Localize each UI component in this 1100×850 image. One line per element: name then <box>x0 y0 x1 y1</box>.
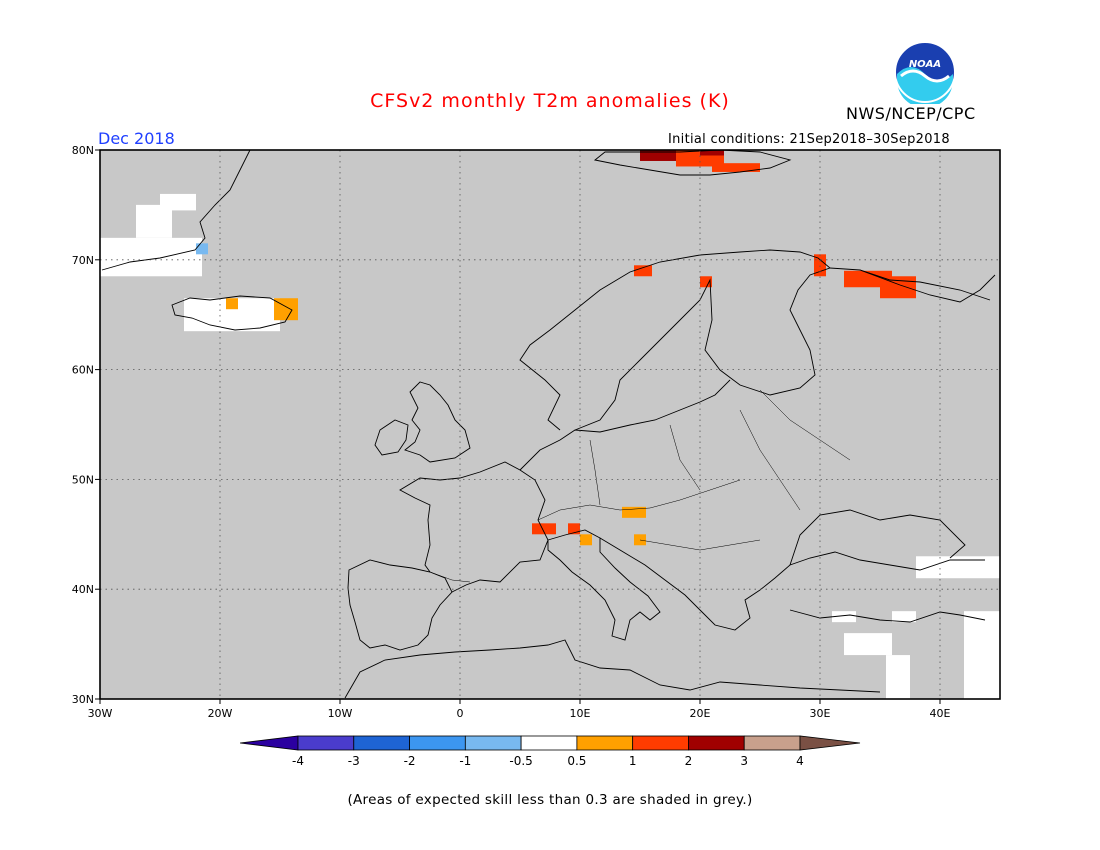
coastline-north-africa <box>344 639 881 699</box>
legend-swatch-low-end <box>240 735 299 751</box>
anomaly-cell <box>532 523 556 535</box>
coastline-france <box>399 461 549 593</box>
neutral-cell <box>886 655 910 699</box>
lat-tick-label: 70N <box>72 254 94 267</box>
anomaly-cell <box>274 298 298 321</box>
initial-conditions: Initial conditions: 21Sep2018–30Sep2018 <box>668 132 950 147</box>
anomaly-cell <box>622 506 646 518</box>
neutral-cell <box>964 611 1000 699</box>
border-balkans <box>639 539 761 551</box>
legend-label: -3 <box>348 754 360 768</box>
legend-swatch <box>576 735 634 751</box>
lat-tick-label: 30N <box>72 693 94 706</box>
legend-label: 3 <box>740 754 748 768</box>
coastline-black-sea <box>789 509 966 566</box>
anomaly-cell <box>196 243 208 255</box>
coastline-turkey-south <box>789 609 986 623</box>
legend-swatch <box>743 735 801 751</box>
lon-tick-label: 20E <box>690 707 711 720</box>
coastlines <box>101 149 996 699</box>
legend-swatch <box>353 735 410 751</box>
neutral-cell <box>100 237 202 277</box>
lat-tick-label: 50N <box>72 473 94 486</box>
anomaly-cell <box>700 150 724 156</box>
legend-label: 2 <box>685 754 693 768</box>
legend-swatch <box>297 735 355 751</box>
coastline-baltic <box>519 379 731 471</box>
forecast-period: Dec 2018 <box>98 129 175 148</box>
border-poland-east <box>669 424 701 491</box>
country-borders <box>429 389 851 583</box>
map-background <box>100 150 1000 699</box>
anomaly-cell <box>880 276 916 299</box>
coastline-svalbard <box>593 149 792 176</box>
neutral-cell <box>832 611 856 623</box>
legend-swatch-high-end <box>799 735 861 751</box>
coastline-ireland <box>374 419 409 456</box>
anomaly-cell <box>634 265 652 277</box>
skill-footnote: (Areas of expected skill less than 0.3 a… <box>347 792 753 808</box>
border-spain-france <box>429 571 471 583</box>
lon-tick-label: 20W <box>208 707 233 720</box>
legend-label: 0.5 <box>567 754 586 768</box>
lon-tick-label: 10E <box>570 707 591 720</box>
lat-tick-label: 40N <box>72 583 94 596</box>
anomaly-cell <box>640 150 676 161</box>
legend-label: -2 <box>404 754 416 768</box>
legend-swatch <box>688 735 745 751</box>
legend-swatch <box>464 735 522 751</box>
legend-swatch <box>409 735 466 751</box>
anomaly-cell <box>226 298 238 310</box>
map-title: CFSv2 monthly T2m anomalies (K) <box>370 90 730 112</box>
legend-swatch <box>520 735 578 751</box>
anomaly-cell <box>580 534 592 546</box>
neutral-cell <box>916 556 1000 579</box>
coastline-kola <box>859 269 996 303</box>
latitude-ticks: 30N 40N 50N 60N 70N 80N <box>72 144 100 706</box>
coastline-great-britain <box>404 381 471 463</box>
logo-ring <box>894 41 956 103</box>
anomaly-cell <box>568 523 580 535</box>
color-legend: -4 -3 -2 -1 -0.5 0.5 1 2 3 4 <box>240 735 861 768</box>
map-gridlines <box>100 150 1000 699</box>
lon-tick-label: 30W <box>88 707 113 720</box>
border-eastern-europe <box>739 409 801 511</box>
lat-tick-label: 60N <box>72 364 94 377</box>
legend-label: -4 <box>292 754 304 768</box>
lon-tick-label: 10W <box>328 707 353 720</box>
coastline-iberia <box>347 559 453 651</box>
longitude-ticks: 30W 20W 10W 0 10E 20E 30E 40E <box>88 699 951 720</box>
border-germany-poland <box>589 439 601 506</box>
anomaly-cell <box>700 276 712 288</box>
neutral-cell <box>160 193 196 211</box>
legend-label: -0.5 <box>509 754 532 768</box>
legend-swatch <box>632 735 689 751</box>
border-russia <box>759 389 851 461</box>
coastline-norway <box>519 249 831 431</box>
coastline-balkans <box>599 537 985 631</box>
legend-label: 1 <box>629 754 637 768</box>
neutral-cell <box>844 633 892 656</box>
coastline-italy <box>547 529 661 641</box>
logo-lettering: NOAA <box>909 59 941 70</box>
legend-label: -1 <box>459 754 471 768</box>
logo-wave <box>900 69 950 83</box>
lon-tick-label: 30E <box>810 707 831 720</box>
neutral-cell <box>892 611 916 623</box>
lon-tick-label: 0 <box>457 707 464 720</box>
legend-label: 4 <box>796 754 804 768</box>
border-central-europe <box>537 479 741 521</box>
coastline-iceland <box>171 295 293 331</box>
agency-label: NWS/NCEP/CPC <box>846 104 976 123</box>
map-frame <box>99 149 1001 700</box>
anomaly-cell <box>634 534 646 546</box>
logo-water <box>897 67 953 104</box>
anomaly-cell <box>712 163 760 172</box>
lon-tick-label: 40E <box>930 707 951 720</box>
coastline-sweden-finland <box>574 267 991 431</box>
lat-tick-label: 80N <box>72 144 94 157</box>
noaa-logo-icon: NOAA <box>894 41 956 104</box>
